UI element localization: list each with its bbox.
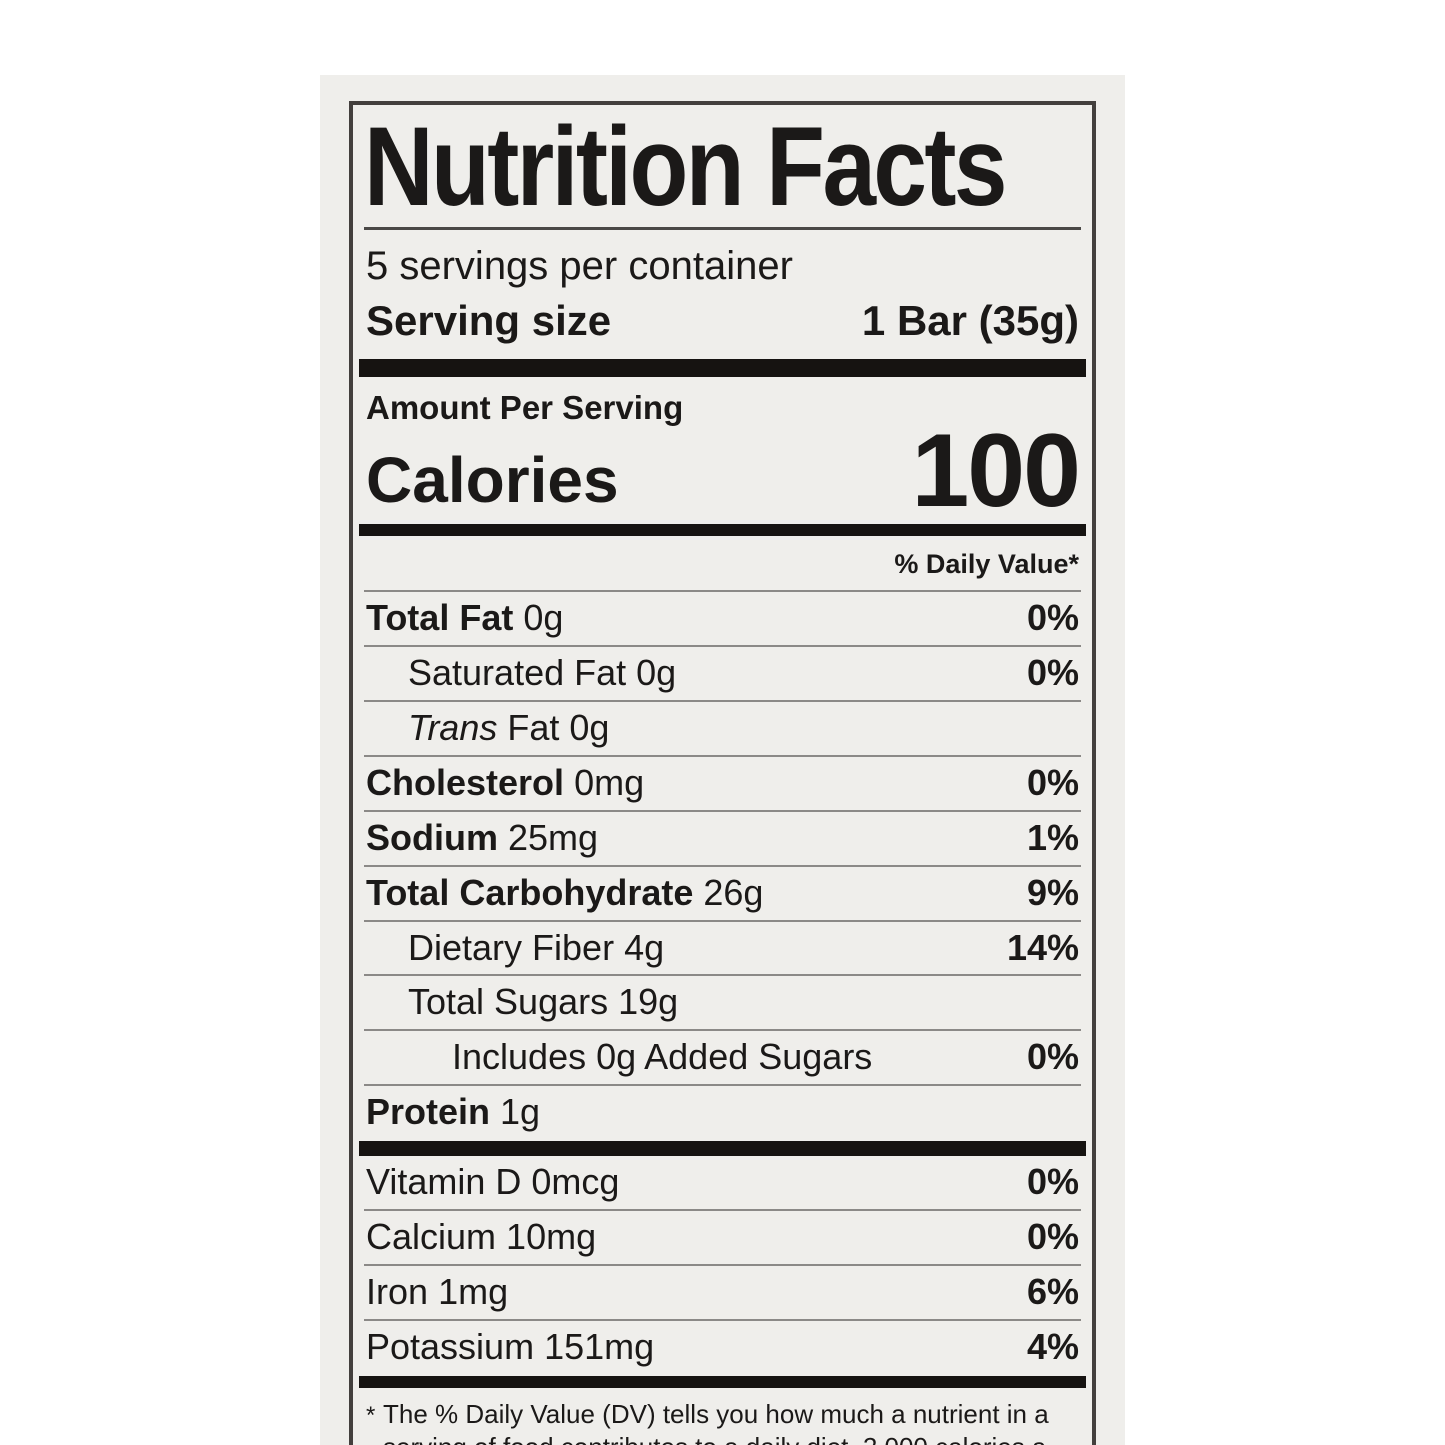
micronutrient-dv: 0% bbox=[1026, 1215, 1079, 1257]
nutrient-dv: 0% bbox=[1026, 652, 1079, 694]
micronutrient-row-iron: Iron 1mg 6% bbox=[364, 1266, 1081, 1321]
nutrient-name: Sodium bbox=[366, 816, 498, 858]
servings-per-container: 5 servings per container bbox=[366, 244, 793, 288]
micronutrient-row-vitamin-d: Vitamin D 0mcg 0% bbox=[364, 1156, 1081, 1211]
footnote-text: The % Daily Value (DV) tells you how muc… bbox=[383, 1398, 1049, 1445]
nutrient-amount: 0g bbox=[523, 597, 564, 639]
serving-size-row: Serving size 1 Bar (35g) bbox=[364, 291, 1081, 359]
serving-size-label: Serving size bbox=[366, 297, 612, 344]
calories-value: 100 bbox=[911, 413, 1081, 529]
micronutrient-name: Vitamin D bbox=[366, 1161, 522, 1203]
micronutrient-dv: 4% bbox=[1026, 1325, 1079, 1367]
nutrient-amount: 25mg bbox=[508, 816, 599, 858]
nutrient-row-total-carbohydrate: Total Carbohydrate 26g 9% bbox=[364, 867, 1081, 922]
nutrient-name: Total Sugars bbox=[408, 981, 609, 1023]
nutrient-dv: 9% bbox=[1026, 871, 1079, 913]
micronutrient-amount: 1mg bbox=[438, 1270, 509, 1312]
nutrient-row-added-sugars: Includes 0g Added Sugars 0% bbox=[364, 1031, 1081, 1087]
nutrient-amount: 1g bbox=[500, 1091, 541, 1133]
nutrient-name: Cholesterol bbox=[366, 761, 565, 803]
micronutrient-name: Potassium bbox=[366, 1325, 535, 1367]
nutrient-name: Includes 0g Added Sugars bbox=[452, 1036, 873, 1078]
nutrient-name-italic: Trans bbox=[408, 707, 498, 749]
section-bar-calories bbox=[359, 524, 1086, 537]
nutrient-row-total-sugars: Total Sugars 19g bbox=[364, 976, 1081, 1032]
nutrient-name: Saturated Fat bbox=[408, 652, 627, 694]
micronutrient-row-calcium: Calcium 10mg 0% bbox=[364, 1211, 1081, 1266]
nutrient-row-cholesterol: Cholesterol 0mg 0% bbox=[364, 757, 1081, 812]
nutrient-dv: 1% bbox=[1026, 816, 1079, 858]
nutrient-amount: 19g bbox=[618, 981, 679, 1023]
daily-value-footnote: * The % Daily Value (DV) tells you how m… bbox=[364, 1388, 1081, 1445]
micronutrient-row-potassium: Potassium 151mg 4% bbox=[364, 1321, 1081, 1376]
nutrient-row-trans-fat: Trans Fat 0g bbox=[364, 702, 1081, 757]
nutrient-row-sodium: Sodium 25mg 1% bbox=[364, 812, 1081, 867]
micronutrient-name: Iron bbox=[366, 1270, 429, 1312]
micronutrient-dv: 0% bbox=[1026, 1161, 1079, 1203]
nutrient-amount: 4g bbox=[624, 926, 665, 968]
nutrient-row-protein: Protein 1g bbox=[364, 1086, 1081, 1141]
footnote-asterisk: * bbox=[366, 1401, 376, 1429]
micronutrient-amount: 10mg bbox=[506, 1215, 597, 1257]
nutrient-name: Dietary Fiber bbox=[408, 926, 615, 968]
nutrient-amount: 26g bbox=[703, 871, 764, 913]
nutrient-dv: 0% bbox=[1026, 597, 1079, 639]
section-bar-protein bbox=[359, 1141, 1086, 1157]
nutrient-amount: 0g bbox=[636, 652, 677, 694]
nutrient-dv: 14% bbox=[1006, 926, 1079, 968]
nutrient-dv: 0% bbox=[1026, 761, 1079, 803]
nutrient-name: Protein bbox=[366, 1091, 491, 1133]
nutrient-dv: 0% bbox=[1026, 1036, 1079, 1078]
section-bar-serving bbox=[359, 359, 1086, 377]
micronutrient-amount: 151mg bbox=[544, 1325, 655, 1367]
nutrient-amount: 0mg bbox=[574, 761, 645, 803]
micronutrient-name: Calcium bbox=[366, 1215, 497, 1257]
calories-row: Calories 100 bbox=[364, 413, 1081, 529]
micronutrient-amount: 0mcg bbox=[531, 1161, 620, 1203]
amount-per-serving-label: Amount Per Serving bbox=[366, 389, 684, 426]
nutrient-row-saturated-fat: Saturated Fat 0g 0% bbox=[364, 647, 1081, 703]
micronutrient-dv: 6% bbox=[1026, 1270, 1079, 1312]
nutrition-facts-title: Nutrition Facts bbox=[364, 104, 1007, 229]
serving-size-value: 1 Bar (35g) bbox=[861, 297, 1079, 344]
nutrient-row-dietary-fiber: Dietary Fiber 4g 14% bbox=[364, 922, 1081, 977]
daily-value-header: % Daily Value* bbox=[364, 536, 1081, 593]
nutrient-name: Total Carbohydrate bbox=[366, 871, 694, 913]
nutrient-row-total-fat: Total Fat 0g 0% bbox=[364, 592, 1081, 648]
title-divider bbox=[364, 227, 1081, 230]
nutrient-name: Total Fat bbox=[366, 597, 514, 639]
nutrient-name: Fat bbox=[507, 707, 560, 749]
nutrition-facts-box: Nutrition Facts 5 servings per container… bbox=[349, 101, 1096, 1445]
calories-label: Calories bbox=[366, 444, 619, 517]
section-bar-footnote bbox=[359, 1375, 1086, 1388]
label-card: Nutrition Facts 5 servings per container… bbox=[320, 75, 1125, 1445]
nutrient-amount: 0g bbox=[569, 707, 610, 749]
